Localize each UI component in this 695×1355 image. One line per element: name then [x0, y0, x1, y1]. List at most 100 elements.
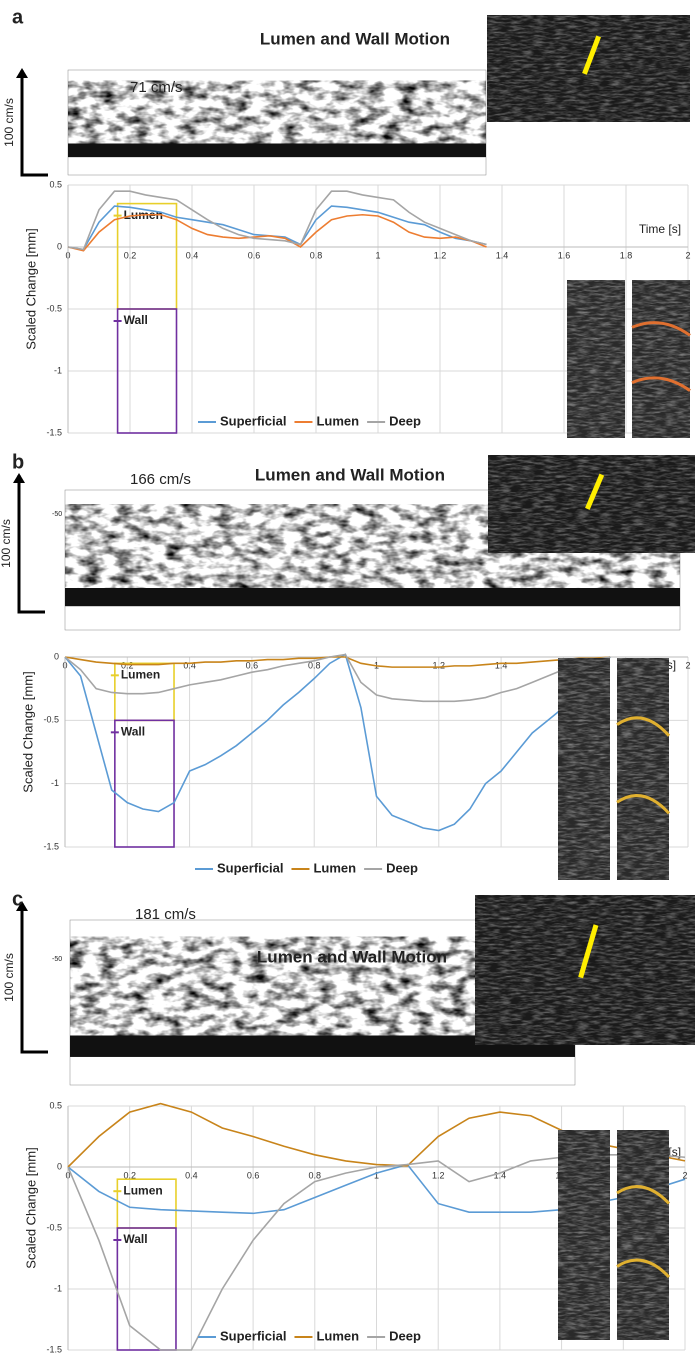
wall-trace: [631, 376, 691, 392]
x-tick-label: 0.6: [247, 1170, 260, 1180]
series-line: [64, 653, 611, 832]
series-line: [64, 656, 611, 668]
inset-legend-label: Lumen: [121, 668, 160, 682]
legend-label: Lumen: [316, 1328, 359, 1343]
y-tick-label: 0.5: [49, 1100, 62, 1110]
legend-label: Lumen: [313, 860, 356, 875]
x-tick-label: 0.8: [310, 250, 323, 260]
series-line: [67, 190, 487, 251]
x-tick-label: 1.6: [558, 250, 571, 260]
x-tick-label: 2: [682, 1170, 687, 1180]
x-tick-label: 1: [375, 250, 380, 260]
doppler-baseline: [65, 588, 680, 607]
velocity-label: 166 cm/s: [130, 471, 191, 488]
x-tick-label: 0.4: [185, 1170, 198, 1180]
scale-arrow: [16, 901, 28, 911]
x-tick-label: 0.8: [308, 660, 321, 670]
inset-box: [114, 719, 175, 848]
y-tick-label: 0: [57, 1161, 62, 1171]
legend-label: Lumen: [316, 413, 359, 428]
legend-label: Deep: [386, 860, 418, 875]
series-line: [67, 213, 487, 252]
ultrasound-thumb-texture: [617, 658, 669, 880]
x-tick-label: 2: [685, 250, 690, 260]
y-tick-label: -1: [54, 365, 62, 375]
doppler-texture: [68, 80, 486, 149]
wall-trace: [616, 1185, 671, 1205]
y-tick-label: -0.5: [46, 1222, 62, 1232]
x-tick-label: 1.2: [433, 660, 446, 670]
y-tick-label: -0.5: [46, 303, 62, 313]
x-tick-label: 1.2: [434, 250, 447, 260]
x-tick-label: 1.2: [432, 1170, 445, 1180]
x-tick-label: 1.4: [495, 660, 508, 670]
x-tick-label: 1.4: [494, 1170, 507, 1180]
chart-title: Lumen and Wall Motion: [257, 947, 447, 966]
scale-arrow: [16, 68, 28, 78]
y-tick-label: -1.5: [46, 1344, 62, 1354]
doppler-baseline: [68, 143, 486, 158]
wall-trace: [631, 321, 691, 337]
scale-bar: [20, 903, 48, 1054]
inset-legend-label: Wall: [124, 313, 148, 327]
y-tick-label: 0: [54, 651, 59, 661]
chart-title: Lumen and Wall Motion: [260, 29, 450, 48]
ultrasound-thumb-texture: [558, 1130, 610, 1340]
doppler-label: -50: [52, 956, 62, 963]
x-axis-label: Time [s]: [639, 222, 681, 236]
panel-letter: a: [12, 6, 24, 28]
legend-label: Superficial: [217, 860, 283, 875]
wall-trace: [616, 716, 671, 737]
y-tick-label: -1.5: [46, 427, 62, 437]
x-tick-label: 0.2: [124, 250, 137, 260]
ultrasound-thumb-texture: [632, 280, 690, 438]
inset-legend-label: Wall: [123, 1232, 147, 1246]
legend-label: Superficial: [220, 413, 286, 428]
scale-label: 100 cm/s: [2, 98, 16, 147]
doppler-cursor: [578, 924, 599, 979]
y-tick-label: -1: [51, 778, 59, 788]
y-tick-label: -1: [54, 1283, 62, 1293]
x-tick-label: 1.8: [620, 250, 633, 260]
x-tick-label: 0.6: [248, 250, 261, 260]
doppler-cursor: [582, 35, 601, 75]
ultrasound-thumb-texture: [617, 1130, 669, 1340]
doppler-cursor: [585, 473, 605, 510]
scale-bar: [20, 70, 48, 177]
y-tick-label: 0.5: [49, 179, 62, 189]
x-tick-label: 0.2: [123, 1170, 136, 1180]
x-tick-label: 1: [374, 1170, 379, 1180]
inset-box: [116, 1227, 177, 1351]
x-tick-label: 0.4: [183, 660, 196, 670]
y-axis-label: Scaled Change [mm]: [23, 228, 38, 349]
inset-legend-label: Wall: [121, 725, 145, 739]
inset-box: [116, 308, 178, 434]
panel: 100 cm/s-5000.20.40.60.811.21.41.61.82-1…: [2, 888, 695, 1354]
scale-bar: [17, 475, 45, 614]
inset-legend-label: Lumen: [123, 1183, 162, 1197]
doppler-label: -50: [52, 511, 62, 518]
chart-title: Lumen and Wall Motion: [255, 465, 445, 484]
series-line: [64, 653, 611, 703]
x-tick-label: 0.6: [246, 660, 259, 670]
wall-trace: [616, 1258, 671, 1279]
x-tick-label: 1.4: [496, 250, 509, 260]
panel-letter: c: [12, 888, 23, 910]
scale-label: 100 cm/s: [0, 519, 13, 568]
velocity-label: 181 cm/s: [135, 906, 196, 923]
y-tick-label: -0.5: [43, 715, 59, 725]
x-tick-label: 0.8: [309, 1170, 322, 1180]
velocity-label: 71 cm/s: [130, 79, 183, 96]
y-tick-label: -1.5: [43, 841, 59, 851]
x-tick-label: 0.4: [186, 250, 199, 260]
ultrasound-thumb-texture: [567, 280, 625, 438]
panel: 100 cm/s 0 0.2 0.4 0.6 0.8 1 1.2 1.4 1.6 1.8 2 -1.5 -…: [2, 6, 691, 438]
legend-label: Superficial: [220, 1328, 286, 1343]
y-axis-label: Scaled Change [mm]: [23, 1147, 38, 1268]
legend-label: Deep: [389, 1328, 421, 1343]
y-axis-label: Scaled Change [mm]: [20, 671, 35, 792]
legend-label: Deep: [389, 413, 421, 428]
panel-letter: b: [12, 451, 24, 473]
scale-label: 100 cm/s: [2, 953, 16, 1002]
